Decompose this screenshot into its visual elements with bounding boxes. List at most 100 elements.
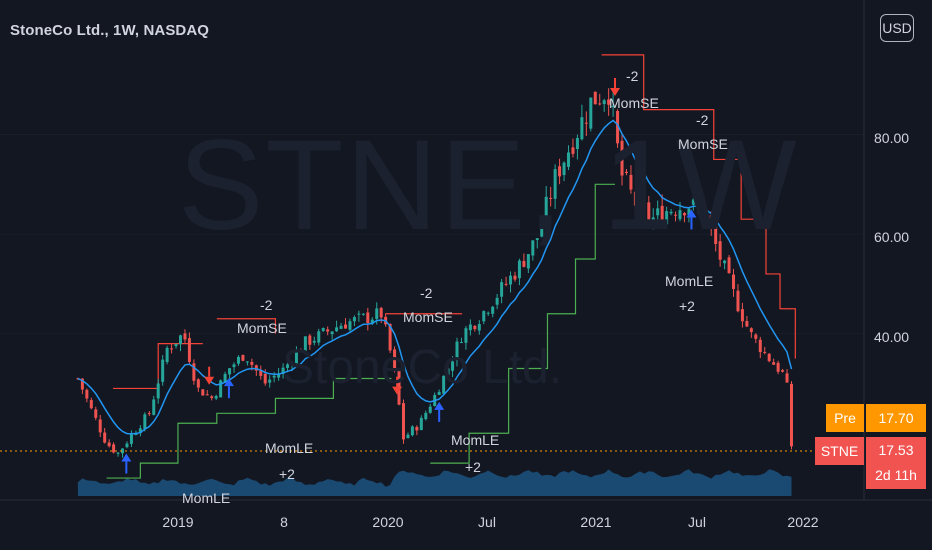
candle-body <box>477 324 481 331</box>
candle-body <box>442 375 446 394</box>
candle-body <box>651 217 655 221</box>
candle-body <box>687 208 691 216</box>
candle-body <box>357 313 361 315</box>
candle-body <box>660 205 664 224</box>
pre-market-price: 17.70 <box>866 404 926 432</box>
candle-body <box>437 391 441 396</box>
candle-body <box>781 370 785 372</box>
candle-body <box>624 171 628 174</box>
candle-body <box>642 192 646 205</box>
candle-body <box>468 324 472 331</box>
candle-body <box>732 274 736 289</box>
short-entry-arrowhead <box>610 87 621 96</box>
candle-body <box>375 308 379 319</box>
strategy-size-label: +2 <box>465 459 481 475</box>
currency-button[interactable]: USD <box>880 14 914 42</box>
candle-body <box>513 275 517 280</box>
candlestick-series <box>76 88 793 458</box>
candle-body <box>165 347 169 362</box>
time-tick: 2019 <box>162 514 194 530</box>
time-tick: 2020 <box>372 514 404 530</box>
candle-body <box>263 373 267 384</box>
candle-body <box>410 426 414 436</box>
price-tick: 80.00 <box>874 130 910 146</box>
candle-body <box>308 335 312 345</box>
chart-title[interactable]: StoneCo Ltd., 1W, NASDAQ <box>10 22 210 39</box>
candle-body <box>767 353 771 362</box>
candle-body <box>250 361 254 365</box>
candle-body <box>344 324 348 329</box>
candle-body <box>500 282 504 297</box>
candle-body <box>277 373 281 378</box>
price-tick: 40.00 <box>874 329 910 345</box>
name-watermark: StoneCo Ltd. <box>282 341 563 394</box>
candle-body <box>602 100 606 105</box>
candle-body <box>593 91 597 105</box>
strategy-label: MomSE <box>403 309 453 325</box>
candle-body <box>558 166 562 177</box>
candle-body <box>303 336 307 351</box>
strategy-size-label: -2 <box>420 285 433 301</box>
candle-body <box>665 211 669 225</box>
candle-body <box>152 399 156 415</box>
candle-body <box>611 105 615 107</box>
long-entry-arrowhead <box>686 209 697 218</box>
long-entry-arrowhead <box>434 401 445 410</box>
candle-body <box>705 217 709 219</box>
candle-body <box>80 378 84 390</box>
candle-body <box>718 241 722 260</box>
candle-body <box>361 313 365 315</box>
candle-body <box>486 312 490 314</box>
candle-body <box>107 442 111 447</box>
strategy-label: MomSE <box>237 320 287 336</box>
candle-body <box>740 309 744 322</box>
short-stop-line <box>216 318 277 334</box>
candle-body <box>241 355 245 361</box>
candle-body <box>232 364 236 368</box>
candle-body <box>321 328 325 331</box>
candle-body <box>161 359 165 382</box>
pre-market-label: Pre <box>826 404 864 432</box>
candle-body <box>754 334 758 339</box>
last-price: 17.53 <box>866 437 926 463</box>
moving-average-line <box>77 119 793 435</box>
candle-body <box>473 325 477 330</box>
candle-body <box>696 202 700 208</box>
strategy-size-label: +2 <box>679 298 695 314</box>
long-stop-line <box>106 377 392 479</box>
candle-body <box>629 174 633 190</box>
candle-body <box>455 341 459 361</box>
time-tick: 8 <box>280 514 288 530</box>
candle-body <box>98 419 102 433</box>
candle-body <box>245 361 249 363</box>
candle-body <box>504 283 508 285</box>
strategy-size-label: -2 <box>260 297 273 313</box>
candle-body <box>549 197 553 199</box>
candle-body <box>567 152 571 167</box>
candle-body <box>85 389 89 399</box>
strategy-size-label: -2 <box>696 112 709 128</box>
candle-body <box>214 395 218 399</box>
candle-body <box>335 327 339 332</box>
candle-body <box>700 207 704 219</box>
candle-body <box>352 317 356 322</box>
candle-body <box>723 260 727 264</box>
candle-body <box>121 448 125 454</box>
candle-body <box>749 328 753 333</box>
candle-body <box>219 380 223 398</box>
candle-body <box>535 238 539 241</box>
candle-body <box>393 349 397 370</box>
candle-body <box>709 215 713 229</box>
candle-body <box>727 257 731 274</box>
candle-body <box>370 319 374 324</box>
time-tick: Jul <box>478 514 496 530</box>
candle-body <box>763 351 767 353</box>
strategy-label: MomLE <box>265 440 314 456</box>
candle-body <box>575 138 579 150</box>
candle-body <box>187 338 191 362</box>
candle-body <box>129 433 133 444</box>
candle-body <box>522 260 526 267</box>
long-stop-line <box>430 183 616 464</box>
candle-body <box>682 213 686 216</box>
